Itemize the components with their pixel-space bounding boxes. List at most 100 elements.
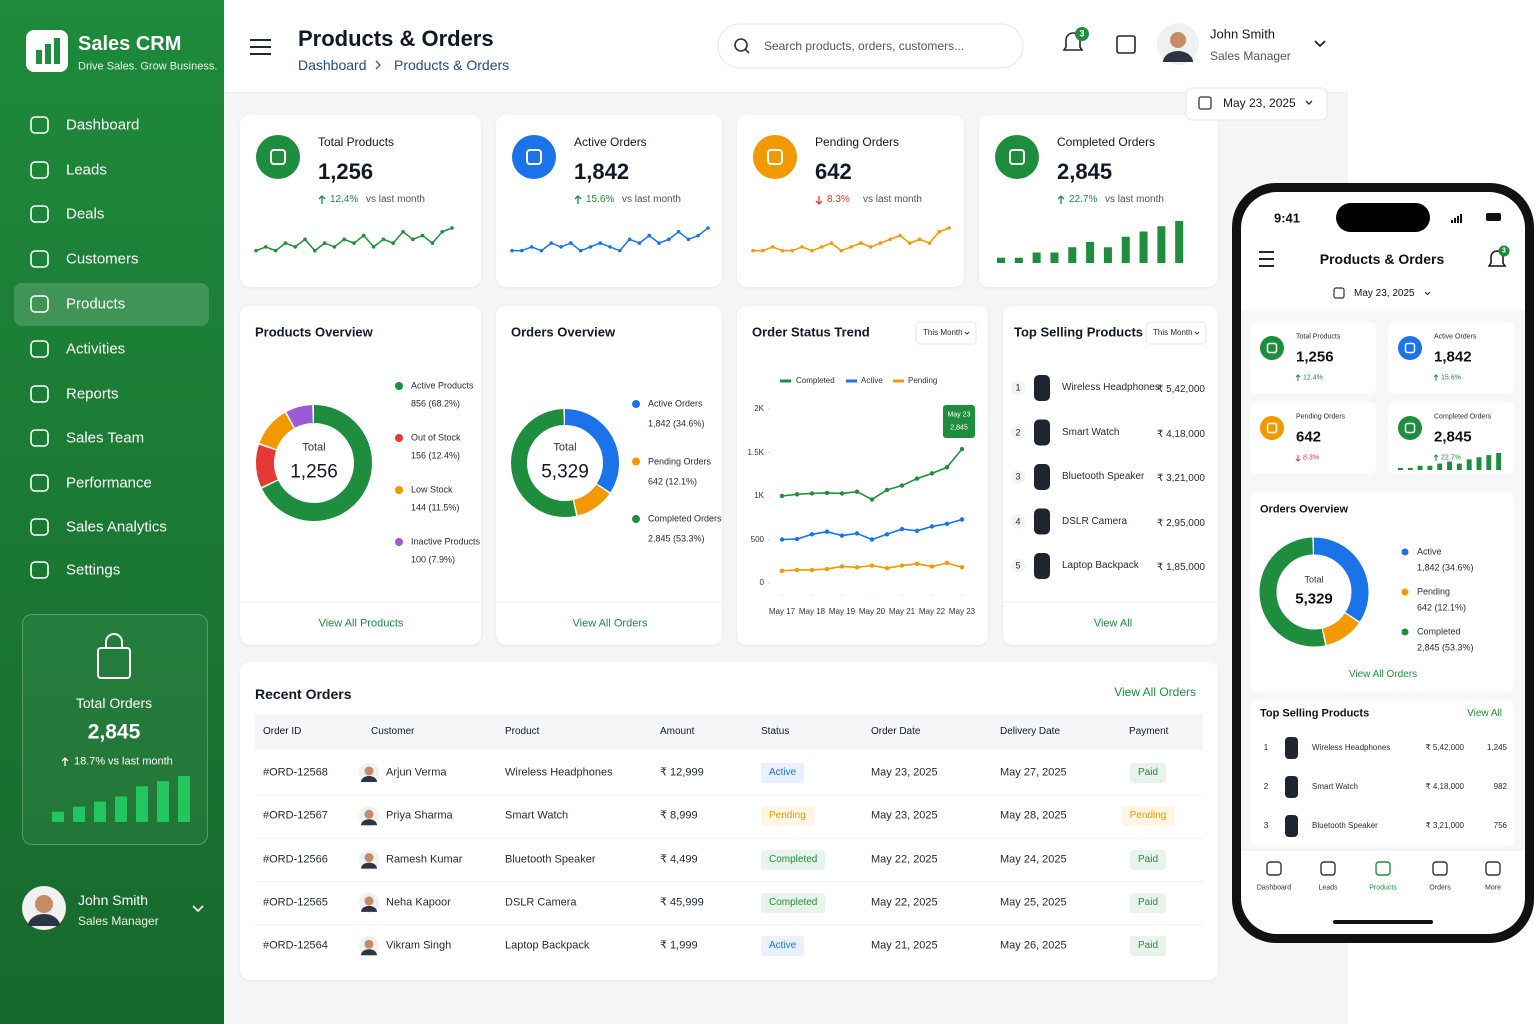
link[interactable]: View All Orders: [1114, 685, 1196, 699]
nav-item[interactable]: Settings: [66, 561, 121, 579]
avatar-face: [364, 766, 374, 776]
link[interactable]: View All: [1467, 708, 1502, 719]
product-amount: ₹ 2,95,000: [1156, 517, 1205, 529]
table-cell: May 23, 2025: [871, 809, 938, 822]
table-cell: Smart Watch: [505, 809, 569, 822]
nav-item[interactable]: Performance: [66, 474, 152, 492]
link[interactable]: View All Orders: [1348, 669, 1418, 680]
legend-value: 100 (7.9%): [411, 554, 456, 565]
link[interactable]: View All: [1093, 617, 1133, 630]
series-point: [914, 561, 920, 567]
nav-icon: [30, 518, 49, 536]
spark-bar: [1014, 257, 1023, 263]
promo-value: 2,845: [87, 720, 141, 744]
status-time: 9:41: [1273, 210, 1301, 226]
tab-label[interactable]: More: [1485, 884, 1501, 892]
nav-item[interactable]: Products: [66, 295, 126, 313]
date-pill[interactable]: [1185, 87, 1328, 121]
nav-item[interactable]: Customers: [66, 250, 139, 268]
spark-dot: [947, 226, 951, 230]
kpi-change: 12.4%: [330, 194, 359, 205]
nav-item[interactable]: Deals: [66, 205, 105, 223]
product-thumb: [1285, 815, 1298, 837]
donut-center-value: 5,329: [541, 461, 589, 483]
avatar-face: [364, 896, 374, 906]
spark-dot: [667, 237, 671, 242]
spark-bar: [1476, 457, 1482, 470]
link[interactable]: View All Orders: [572, 617, 648, 630]
tab-icon[interactable]: [1375, 861, 1391, 876]
table-cell: Bluetooth Speaker: [505, 853, 596, 866]
series-point: [854, 565, 860, 570]
panel-title: Orders Overview: [511, 324, 616, 340]
donut-segment: [256, 405, 372, 521]
tab-icon[interactable]: [1320, 861, 1336, 876]
series-point: [824, 566, 830, 572]
product-amount: ₹ 5,42,000: [1156, 384, 1205, 395]
rank-bg: [1011, 559, 1025, 573]
table-cell: ₹ 12,999: [660, 766, 704, 779]
table-cell: ₹ 1,999: [660, 939, 698, 952]
tab-icon[interactable]: [1432, 861, 1448, 876]
order-id: #ORD-12567: [263, 809, 328, 822]
kpi-icon: [753, 135, 797, 179]
spark-dot: [859, 241, 863, 245]
link[interactable]: View All Products: [318, 617, 404, 630]
spark-dot: [908, 241, 912, 245]
calendar-icon[interactable]: [1116, 35, 1136, 54]
series-point: [884, 487, 890, 493]
nav-active-bg: [14, 283, 209, 326]
spark-dot: [332, 245, 337, 249]
tab-label[interactable]: Dashboard: [1256, 884, 1292, 892]
filter-button[interactable]: [915, 321, 977, 345]
filter-label[interactable]: This Month: [1153, 328, 1193, 337]
tab-label[interactable]: Products: [1369, 884, 1397, 892]
date-filter[interactable]: May 23, 2025: [1354, 288, 1415, 299]
spark-dot: [819, 245, 824, 249]
nav-icon: [30, 161, 49, 179]
tab-icon[interactable]: [1266, 861, 1282, 876]
x-tick-label: May 17: [768, 607, 796, 616]
badge-count: 3: [1079, 28, 1085, 39]
nav-item[interactable]: Reports: [66, 385, 119, 403]
logo-bar: [36, 50, 42, 64]
column-header: Payment: [1129, 726, 1169, 737]
spark-dot: [371, 245, 376, 249]
filter-label[interactable]: This Month: [923, 328, 963, 337]
payment-pill: Paid: [1129, 763, 1167, 783]
rank-bg: [1011, 381, 1025, 395]
kpi-icon: [512, 135, 556, 179]
tab-icon[interactable]: [1485, 861, 1501, 876]
product-name: Bluetooth Speaker: [1312, 821, 1378, 830]
legend-dot: [395, 538, 403, 546]
spark-dot: [401, 229, 405, 234]
kpi-label: Total Products: [1296, 333, 1341, 341]
nav-item[interactable]: Leads: [66, 161, 107, 179]
spark-dot: [430, 241, 435, 245]
spark-dot: [381, 237, 386, 242]
nav-item[interactable]: Activities: [66, 340, 126, 358]
table-cell: May 28, 2025: [1000, 809, 1067, 822]
breadcrumb[interactable]: Dashboard: [298, 57, 367, 73]
search-box[interactable]: [717, 23, 1024, 69]
user-role: Sales Manager: [1210, 49, 1291, 63]
panel-title: Orders Overview: [1260, 503, 1349, 516]
legend-value: 642 (12.1%): [648, 476, 698, 486]
product-thumb: [1034, 375, 1050, 401]
search-icon: [744, 48, 750, 54]
nav-item[interactable]: Sales Team: [66, 429, 145, 447]
bell-icon[interactable]: [1062, 32, 1084, 51]
phone-title: Products & Orders: [1319, 251, 1445, 267]
chevron: [964, 331, 970, 335]
tab-label[interactable]: Leads: [1318, 884, 1338, 892]
nav-item[interactable]: Sales Analytics: [66, 518, 167, 536]
filter-button[interactable]: [1145, 321, 1207, 345]
date-filter[interactable]: May 23, 2025: [1223, 96, 1296, 110]
tab-label[interactable]: Orders: [1429, 884, 1451, 892]
nav-item[interactable]: Dashboard: [66, 116, 140, 134]
phone-kpi-card: [1388, 402, 1514, 474]
promo-bar: [136, 786, 148, 822]
series-point: [944, 465, 950, 470]
series-point: [854, 531, 860, 536]
search-placeholder[interactable]: Search products, orders, customers...: [764, 39, 965, 53]
